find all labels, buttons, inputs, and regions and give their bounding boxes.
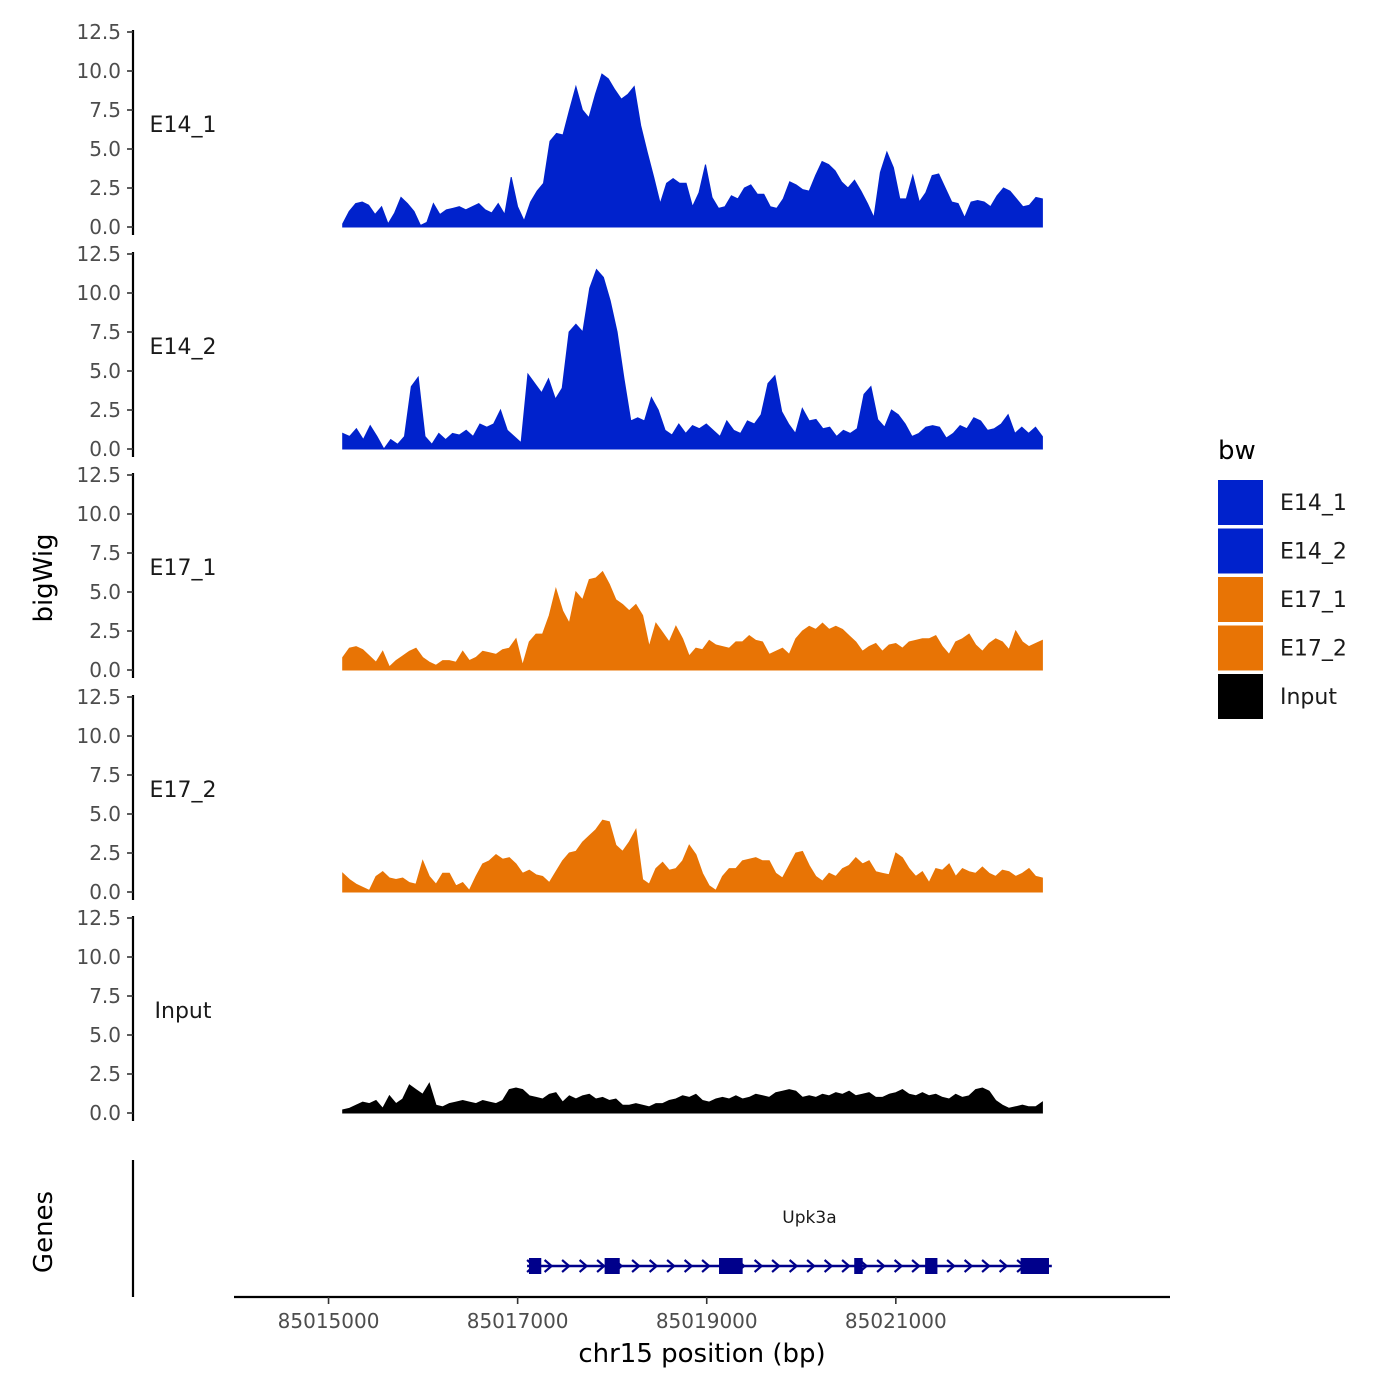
y-tick-label: 0.0 bbox=[89, 658, 121, 682]
y-tick-label: 12.5 bbox=[76, 242, 121, 266]
legend-label-E14_1: E14_1 bbox=[1280, 491, 1347, 516]
gene-exon bbox=[925, 1258, 938, 1274]
track-label-E17_2: E17_2 bbox=[150, 778, 217, 803]
y-tick-label: 2.5 bbox=[89, 398, 121, 422]
gene-exon bbox=[528, 1258, 542, 1274]
gene-exon bbox=[604, 1258, 620, 1274]
y-tick-label: 5.0 bbox=[89, 580, 121, 604]
genes-panel: Upk3a bbox=[131, 1160, 1052, 1297]
genes-axis-title: Genes bbox=[29, 1191, 59, 1273]
x-tick-label: 85017000 bbox=[467, 1309, 569, 1333]
y-tick-label: 12.5 bbox=[76, 463, 121, 487]
strand-arrow bbox=[578, 1259, 589, 1273]
strand-arrow bbox=[998, 1259, 1009, 1273]
legend-title: bw bbox=[1218, 436, 1256, 466]
legend-label-E17_1: E17_1 bbox=[1280, 588, 1347, 613]
y-tick-label: 0.0 bbox=[89, 215, 121, 239]
strand-arrow bbox=[753, 1259, 764, 1273]
strand-arrow bbox=[648, 1259, 659, 1273]
legend-key-E17_1 bbox=[1218, 577, 1263, 622]
strand-arrow bbox=[666, 1259, 676, 1273]
y-tick-label: 0.0 bbox=[89, 880, 121, 904]
y-tick-label: 12.5 bbox=[76, 906, 121, 930]
legend: bw E14_1 E14_2 E17_1 E17_2 Input bbox=[1218, 436, 1347, 719]
legend-key-E17_2 bbox=[1218, 625, 1263, 671]
y-axis-title: bigWig bbox=[29, 533, 59, 622]
track-label-E17_1: E17_1 bbox=[150, 556, 217, 581]
track-panel-Input: 0.0 2.5 5.0 7.5 10.0 12.5 Input bbox=[76, 906, 1043, 1125]
legend-key-Input bbox=[1218, 674, 1263, 719]
x-axis: 85015000 85017000 85019000 85021000 bbox=[234, 1295, 1170, 1333]
x-tick-label: 85021000 bbox=[845, 1309, 947, 1333]
y-tick-label: 7.5 bbox=[89, 984, 121, 1008]
track-label-E14_1: E14_1 bbox=[150, 113, 217, 138]
coverage-area-E14_1 bbox=[342, 73, 1043, 228]
strand-arrow bbox=[683, 1259, 694, 1273]
y-tick-label: 2.5 bbox=[89, 619, 121, 643]
y-tick-label: 5.0 bbox=[89, 137, 121, 161]
track-label-E14_2: E14_2 bbox=[150, 335, 217, 360]
strand-arrow bbox=[823, 1259, 834, 1273]
strand-arrow bbox=[631, 1259, 641, 1273]
y-tick-label: 5.0 bbox=[89, 802, 121, 826]
coverage-area-Input bbox=[342, 1082, 1043, 1114]
legend-key-E14_1 bbox=[1218, 480, 1263, 525]
y-tick-label: 0.0 bbox=[89, 437, 121, 461]
y-tick-label: 7.5 bbox=[89, 541, 121, 565]
strand-arrow bbox=[788, 1259, 799, 1273]
y-tick-label: 2.5 bbox=[89, 841, 121, 865]
y-tick-label: 10.0 bbox=[76, 59, 121, 83]
track-panel-E17_1: 0.0 2.5 5.0 7.5 10.0 12.5 E17_1 bbox=[76, 463, 1043, 682]
y-tick-label: 10.0 bbox=[76, 945, 121, 969]
track-panel-E14_1: 0.0 2.5 5.0 7.5 10.0 12.5 E14_1 bbox=[76, 20, 1043, 239]
coverage-area-E14_2 bbox=[342, 268, 1043, 450]
legend-key-E14_2 bbox=[1218, 528, 1263, 574]
strand-arrow bbox=[806, 1259, 816, 1273]
strand-arrow bbox=[911, 1259, 921, 1273]
strand-arrow bbox=[981, 1259, 991, 1273]
legend-label-E17_2: E17_2 bbox=[1280, 637, 1347, 662]
y-tick-label: 7.5 bbox=[89, 320, 121, 344]
strand-arrow bbox=[561, 1259, 571, 1273]
strand-arrow bbox=[893, 1259, 904, 1273]
legend-label-E14_2: E14_2 bbox=[1280, 540, 1347, 565]
y-tick-label: 7.5 bbox=[89, 98, 121, 122]
y-tick-label: 10.0 bbox=[76, 502, 121, 526]
legend-label-Input: Input bbox=[1280, 685, 1337, 710]
track-label-Input: Input bbox=[155, 999, 212, 1024]
y-tick-label: 7.5 bbox=[89, 763, 121, 787]
strand-arrow bbox=[596, 1259, 606, 1273]
gene-name-label: Upk3a bbox=[782, 1208, 836, 1228]
coverage-area-E17_2 bbox=[342, 819, 1043, 893]
strand-arrow bbox=[841, 1259, 851, 1273]
y-tick-label: 10.0 bbox=[76, 724, 121, 748]
coverage-panels: 0.0 2.5 5.0 7.5 10.0 12.5 E14_1 0.0 2.5 5.0 7.5 10.… bbox=[76, 20, 1043, 1125]
strand-arrow bbox=[876, 1259, 886, 1273]
coverage-area-E17_1 bbox=[342, 570, 1043, 671]
y-tick-label: 2.5 bbox=[89, 1062, 121, 1086]
y-tick-label: 2.5 bbox=[89, 176, 121, 200]
strand-arrow bbox=[701, 1259, 711, 1273]
x-tick-label: 85015000 bbox=[278, 1309, 380, 1333]
strand-arrow bbox=[963, 1259, 974, 1273]
track-panel-E14_2: 0.0 2.5 5.0 7.5 10.0 12.5 E14_2 bbox=[76, 242, 1043, 461]
gene-exon bbox=[854, 1258, 863, 1274]
strand-arrow bbox=[771, 1259, 781, 1273]
y-tick-label: 10.0 bbox=[76, 281, 121, 305]
y-tick-label: 12.5 bbox=[76, 685, 121, 709]
track-panel-E17_2: 0.0 2.5 5.0 7.5 10.0 12.5 E17_2 bbox=[76, 685, 1043, 904]
gene-exon bbox=[1020, 1258, 1049, 1274]
y-tick-label: 5.0 bbox=[89, 359, 121, 383]
y-tick-label: 12.5 bbox=[76, 20, 121, 44]
gene-exon bbox=[719, 1258, 743, 1274]
y-tick-label: 0.0 bbox=[89, 1101, 121, 1125]
x-tick-label: 85019000 bbox=[656, 1309, 758, 1333]
x-axis-title: chr15 position (bp) bbox=[578, 1339, 825, 1369]
y-tick-label: 5.0 bbox=[89, 1023, 121, 1047]
strand-arrow bbox=[543, 1259, 554, 1273]
strand-arrow bbox=[946, 1259, 956, 1273]
